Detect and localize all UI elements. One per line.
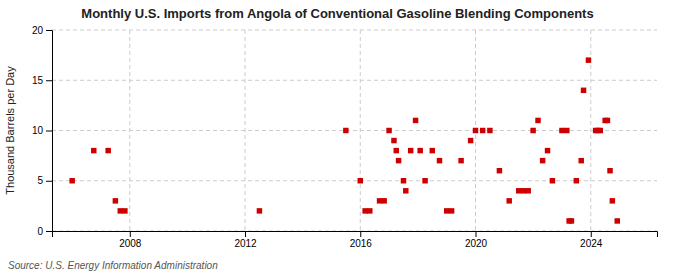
point — [525, 188, 530, 193]
point — [506, 198, 511, 203]
point — [396, 158, 401, 163]
point — [430, 148, 435, 153]
x-tick-label: 2024 — [580, 238, 603, 249]
y-tick-label: 10 — [32, 125, 44, 136]
source-annotation: Source: U.S. Energy Information Administ… — [8, 260, 218, 271]
y-tick-mark — [46, 181, 52, 182]
point — [605, 118, 610, 123]
points — [69, 57, 620, 223]
point — [578, 158, 583, 163]
point — [586, 57, 591, 62]
y-tick-mark — [46, 131, 52, 132]
point — [497, 168, 502, 173]
y-grid-line — [52, 80, 657, 81]
point — [444, 208, 449, 213]
y-tick: 5 — [37, 175, 52, 186]
point — [113, 198, 118, 203]
point — [343, 128, 348, 133]
point — [122, 208, 127, 213]
point — [408, 148, 413, 153]
x-tick-label: 2008 — [119, 238, 142, 249]
point — [607, 168, 612, 173]
point — [615, 218, 620, 223]
y-axis-line — [46, 31, 53, 232]
y-tick-label: 15 — [32, 75, 44, 86]
point — [401, 178, 406, 183]
point — [574, 178, 579, 183]
point — [422, 178, 427, 183]
point — [559, 128, 564, 133]
x-tick: 2024 — [580, 231, 603, 249]
x-tick-mark — [360, 231, 361, 237]
point — [91, 148, 96, 153]
x-axis-line — [53, 232, 658, 238]
y-tick: 0 — [37, 226, 52, 237]
x-tick-mark — [245, 231, 246, 237]
y-tick-mark — [46, 30, 52, 31]
point — [540, 158, 545, 163]
point — [105, 148, 110, 153]
x-tick-mark — [476, 231, 477, 237]
point — [545, 148, 550, 153]
point — [458, 158, 463, 163]
point — [449, 208, 454, 213]
x-grid-line — [245, 30, 246, 231]
point — [257, 208, 262, 213]
x-axis: 2008 2012 2016 2020 2024 — [53, 231, 658, 249]
point — [487, 128, 492, 133]
x-tick: 2008 — [119, 231, 142, 249]
point — [403, 188, 408, 193]
x-grid-line — [360, 30, 361, 231]
point — [381, 198, 386, 203]
x-tick-mark — [591, 231, 592, 237]
point — [535, 118, 540, 123]
point — [564, 128, 569, 133]
x-tick-label: 2020 — [465, 238, 488, 249]
point — [437, 158, 442, 163]
point — [391, 138, 396, 143]
point — [530, 128, 535, 133]
point — [413, 118, 418, 123]
point — [473, 128, 478, 133]
point — [69, 178, 74, 183]
point — [598, 128, 603, 133]
point — [358, 178, 363, 183]
point — [417, 148, 422, 153]
point — [480, 128, 485, 133]
y-tick: 15 — [32, 75, 52, 86]
x-tick-label: 2016 — [350, 238, 373, 249]
title: Monthly U.S. Imports from Angola of Conv… — [81, 6, 593, 21]
y-tick-mark — [46, 231, 52, 232]
point — [550, 178, 555, 183]
point — [367, 208, 372, 213]
point — [569, 218, 574, 223]
y-tick-label: 20 — [32, 25, 44, 36]
y-tick-mark — [46, 80, 52, 81]
y-tick: 20 — [32, 25, 52, 36]
point — [394, 148, 399, 153]
y-tick-label: 5 — [37, 175, 43, 186]
chart: Monthly U.S. Imports from Angola of Conv… — [0, 0, 675, 275]
point — [386, 128, 391, 133]
x-tick: 2020 — [465, 231, 488, 249]
x-tick: 2016 — [350, 231, 373, 249]
point — [610, 198, 615, 203]
x-grid-line — [129, 30, 130, 231]
y-axis: 0 5 10 15 20 — [32, 25, 53, 237]
y-axis-label: Thousand Barrels per Day — [4, 66, 16, 195]
y-tick: 10 — [32, 125, 52, 136]
x-tick-mark — [130, 231, 131, 237]
x-tick-label: 2012 — [234, 238, 257, 249]
point — [516, 188, 521, 193]
y-grid-line — [52, 30, 657, 31]
x-tick: 2012 — [234, 231, 257, 249]
y-tick-label: 0 — [37, 226, 43, 237]
grid — [52, 30, 657, 231]
y-grid-line — [52, 180, 657, 181]
point — [581, 88, 586, 93]
point — [468, 138, 473, 143]
